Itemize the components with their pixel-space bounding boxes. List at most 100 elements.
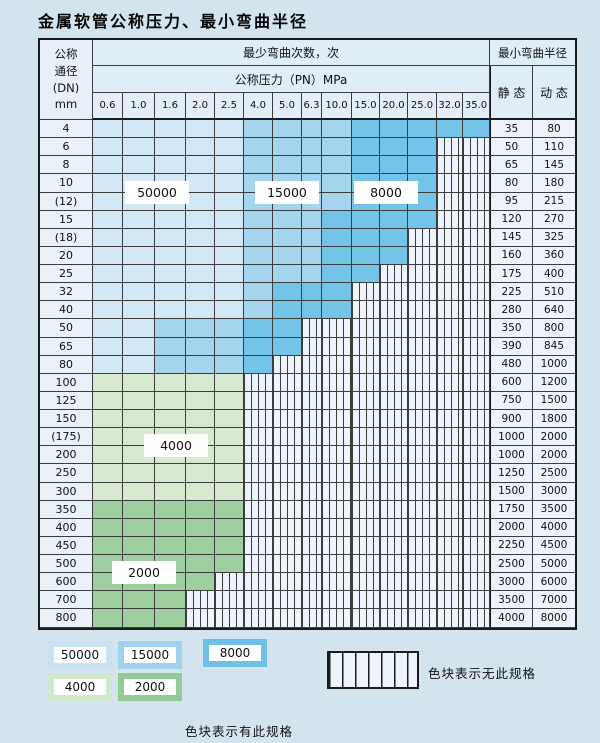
dn-cell: 450 [40,536,93,555]
no-spec-cell [463,355,490,374]
dn-cell: 700 [40,591,93,610]
spec-cell-50000 [155,301,186,320]
no-spec-cell [437,319,463,338]
no-spec-cell [408,428,437,447]
no-spec-cell [408,464,437,483]
dn-cell: 32 [40,283,93,302]
no-spec-cell [437,156,463,175]
spec-cell-4000 [186,373,215,392]
dn-cell: 200 [40,446,93,465]
spec-cell-4000 [215,391,244,410]
no-spec-cell [273,464,302,483]
dynamic-radius-value: 510 [533,283,575,302]
spec-cell-15000 [302,265,322,284]
no-spec-cell [463,410,490,429]
spec-cell-50000 [123,210,155,229]
no-spec-cell [408,246,437,265]
dynamic-radius-value: 110 [533,138,575,157]
no-spec-cell [437,500,463,519]
dn-cell: (12) [40,192,93,211]
spec-cell-8000 [408,120,437,139]
spec-cell-50000 [123,265,155,284]
legend-swatch-8000: 8000 [203,639,267,667]
no-spec-cell [380,373,408,392]
pressure-header-cell: 20.0 [380,93,408,120]
spec-cell-15000 [186,355,215,374]
spec-cell-50000 [93,301,123,320]
no-spec-cell [408,500,437,519]
spec-cell-50000 [93,120,123,139]
spec-cell-8000 [244,319,273,338]
no-spec-cell [273,410,302,429]
spec-cell-50000 [93,174,123,193]
no-spec-cell [408,391,437,410]
spec-cell-50000 [93,355,123,374]
spec-cell-15000 [302,228,322,247]
spec-cell-15000 [322,156,352,175]
spec-cell-8000 [244,355,273,374]
dynamic-radius-value: 1000 [533,355,575,374]
no-spec-cell [352,319,380,338]
corner-line: mm [54,97,78,112]
spec-cell-15000 [244,228,273,247]
no-spec-cell [380,482,408,501]
no-spec-cell [463,174,490,193]
legend-swatch-15000: 15000 [118,641,182,669]
spec-cell-15000 [155,319,186,338]
spec-cell-8000 [380,138,408,157]
static-radius-value: 280 [490,301,533,320]
dn-cell: 125 [40,391,93,410]
static-radius-value: 160 [490,246,533,265]
spec-cell-15000 [273,246,302,265]
dynamic-radius-value: 5000 [533,555,575,574]
dynamic-radius-value: 3000 [533,482,575,501]
static-radius-value: 120 [490,210,533,229]
dynamic-radius-value: 4000 [533,518,575,537]
spec-cell-2000 [123,518,155,537]
min-bend-radius-header: 最小弯曲半径 [490,40,575,66]
pressure-header-cell: 25.0 [408,93,437,120]
no-spec-cell [273,373,302,392]
no-spec-cell [463,482,490,501]
pressure-header-cell: 2.5 [215,93,244,120]
pressure-header-cell: 10.0 [322,93,352,120]
spec-cell-15000 [244,120,273,139]
spec-cell-8000 [322,210,352,229]
spec-cell-8000 [352,246,380,265]
no-spec-cell [380,391,408,410]
no-spec-cell [380,319,408,338]
spec-cell-50000 [155,228,186,247]
spec-cell-4000 [186,482,215,501]
spec-cell-2000 [186,518,215,537]
spec-cell-50000 [123,337,155,356]
no-spec-cell [437,446,463,465]
no-spec-cell [352,591,380,610]
nominal-pressure-header: 公称压力（PN）MPa [93,66,490,93]
spec-cell-2000 [155,518,186,537]
spec-cell-50000 [186,192,215,211]
no-spec-cell [352,446,380,465]
dynamic-radius-value: 325 [533,228,575,247]
static-radius-value: 600 [490,373,533,392]
no-spec-cell [273,518,302,537]
spec-cell-2000 [215,500,244,519]
static-radius-value: 175 [490,265,533,284]
spec-cell-50000 [186,174,215,193]
no-spec-cell [408,265,437,284]
no-spec-cell [352,301,380,320]
no-spec-cell [302,355,322,374]
static-radius-value: 35 [490,120,533,139]
no-spec-cell [244,518,273,537]
no-spec-cell [273,428,302,447]
zone-label-50000: 50000 [125,181,189,204]
no-spec-cell [380,355,408,374]
no-spec-cell [408,373,437,392]
no-spec-cell [408,283,437,302]
spec-cell-8000 [273,337,302,356]
no-spec-cell [463,319,490,338]
no-spec-cell [463,228,490,247]
no-spec-cell [380,573,408,592]
no-spec-cell [302,319,322,338]
spec-cell-2000 [155,536,186,555]
spec-cell-50000 [215,156,244,175]
